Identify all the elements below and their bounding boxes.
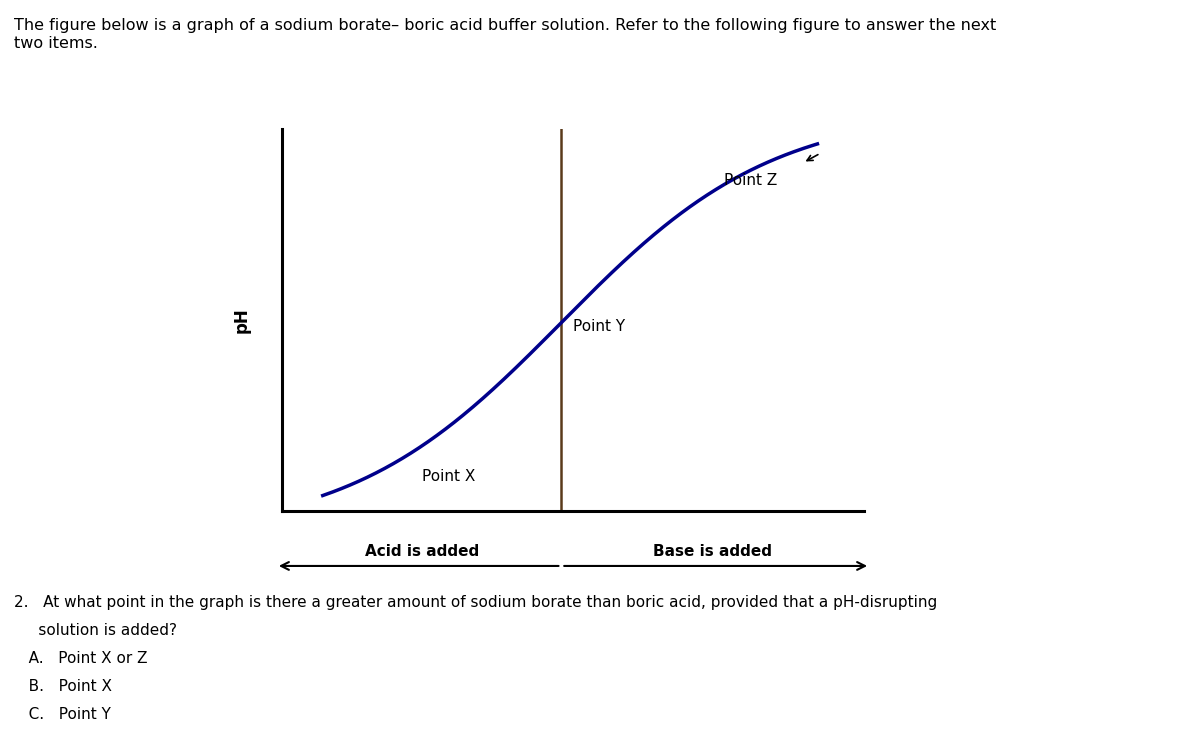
Text: Acid is added: Acid is added [365, 544, 479, 559]
Text: Point X: Point X [421, 469, 475, 484]
Text: Base is added: Base is added [653, 544, 772, 559]
Text: C.   Point Y: C. Point Y [14, 707, 112, 722]
Text: solution is added?: solution is added? [14, 623, 178, 638]
Text: B.   Point X: B. Point X [14, 679, 113, 694]
Text: pH: pH [233, 306, 251, 333]
Text: The figure below is a graph of a sodium borate– boric acid buffer solution. Refe: The figure below is a graph of a sodium … [14, 18, 997, 51]
Text: A.   Point X or Z: A. Point X or Z [14, 651, 148, 666]
Text: 2.   At what point in the graph is there a greater amount of sodium borate than : 2. At what point in the graph is there a… [14, 595, 937, 610]
Text: Point Y: Point Y [574, 319, 625, 334]
Text: Point Z: Point Z [725, 173, 778, 187]
